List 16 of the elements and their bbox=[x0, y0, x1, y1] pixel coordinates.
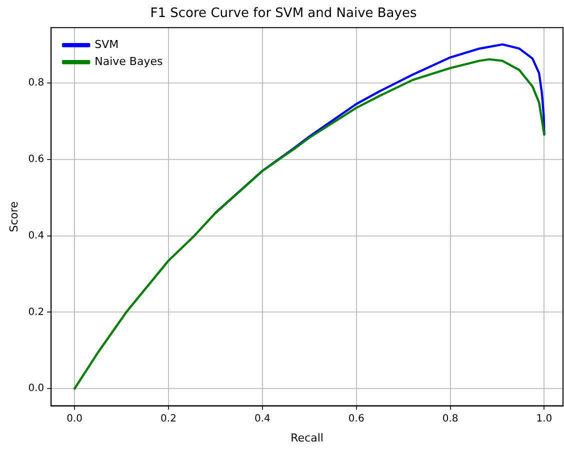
x-tick-label: 1.0 bbox=[536, 413, 552, 424]
x-tick-label: 0.6 bbox=[348, 413, 364, 424]
x-tick-label: 0.2 bbox=[160, 413, 176, 424]
y-tick-label: 0.8 bbox=[28, 78, 44, 89]
legend-label: Naive Bayes bbox=[94, 54, 163, 68]
y-tick-label: 0.0 bbox=[28, 383, 44, 394]
x-tick-label: 0.0 bbox=[66, 413, 83, 424]
y-tick-label: 0.6 bbox=[28, 154, 44, 165]
y-tick-label: 0.4 bbox=[28, 230, 44, 242]
x-axis-title: Recall bbox=[290, 431, 324, 444]
x-tick-label: 0.8 bbox=[442, 413, 458, 424]
x-tick-label: 0.4 bbox=[254, 413, 270, 424]
legend-label: SVM bbox=[94, 38, 119, 51]
chart-title: F1 Score Curve for SVM and Naive Bayes bbox=[150, 6, 417, 22]
y-axis-title: Score bbox=[7, 201, 20, 232]
y-tick-label: 0.2 bbox=[28, 306, 44, 318]
